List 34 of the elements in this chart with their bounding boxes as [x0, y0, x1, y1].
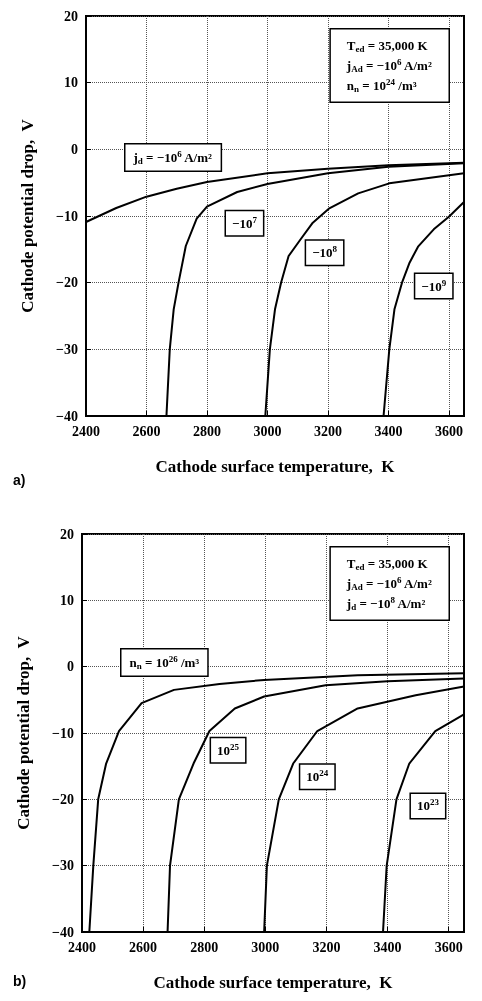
y-tick-label: 10	[64, 75, 78, 91]
y-tick-label: −30	[52, 858, 74, 874]
y-axis-title: Cathode potential drop, V	[18, 118, 37, 313]
x-tick-label: 3000	[253, 423, 282, 439]
x-tick-label: 3400	[374, 423, 403, 439]
x-tick-label: 3000	[251, 939, 280, 955]
x-axis-title: Cathode surface temperature, K	[155, 457, 396, 476]
y-axis-title: Cathode potential drop, V	[14, 635, 33, 830]
y-tick-label: 0	[67, 659, 74, 675]
y-tick-label: −30	[56, 341, 78, 357]
y-tick-label: 20	[64, 8, 78, 24]
x-tick-label: 2800	[190, 939, 219, 955]
x-tick-label: 3400	[373, 939, 402, 955]
x-tick-label: 2400	[68, 939, 96, 955]
y-tick-label: −20	[52, 791, 74, 807]
text: b)	[13, 973, 27, 989]
x-axis-title: Cathode surface temperature, K	[153, 973, 394, 992]
y-tick-label: 0	[71, 141, 78, 157]
x-tick-label: 2600	[132, 423, 161, 439]
y-tick-label: −40	[56, 408, 78, 424]
y-tick-label: −40	[52, 924, 74, 940]
y-tick-label: −10	[56, 208, 78, 224]
y-tick-label: −20	[56, 275, 78, 291]
x-tick-label: 2800	[192, 423, 221, 439]
x-tick-label: 3200	[312, 939, 341, 955]
text: a)	[13, 472, 26, 488]
y-tick-label: 10	[60, 592, 74, 608]
x-tick-label: 3600	[434, 939, 463, 955]
x-tick-label: 2400	[72, 423, 100, 439]
y-tick-label: −10	[52, 725, 74, 741]
x-tick-label: 3600	[434, 423, 463, 439]
x-tick-label: 3200	[313, 423, 342, 439]
x-tick-label: 2600	[129, 939, 158, 955]
y-tick-label: 20	[60, 526, 74, 542]
